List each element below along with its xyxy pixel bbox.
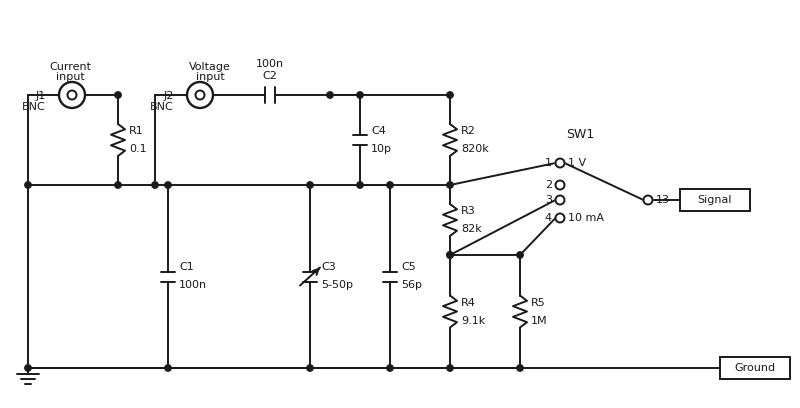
Circle shape [517, 365, 523, 371]
Text: input: input [56, 72, 84, 82]
Text: 0.1: 0.1 [129, 144, 146, 154]
Text: R1: R1 [129, 126, 144, 136]
Text: 100n: 100n [179, 281, 207, 290]
Circle shape [555, 213, 565, 222]
Circle shape [643, 195, 653, 204]
Circle shape [307, 182, 314, 188]
Text: C5: C5 [401, 262, 416, 273]
Text: C1: C1 [179, 262, 194, 273]
Text: Voltage: Voltage [189, 62, 231, 72]
Circle shape [187, 82, 213, 108]
Circle shape [152, 182, 158, 188]
Text: 1 V: 1 V [568, 158, 586, 168]
Circle shape [165, 182, 171, 188]
Circle shape [446, 365, 453, 371]
Text: BNC: BNC [22, 102, 46, 112]
Circle shape [387, 365, 394, 371]
Circle shape [115, 92, 122, 98]
Text: R4: R4 [461, 297, 476, 308]
Text: 820k: 820k [461, 144, 489, 154]
Text: 56p: 56p [401, 281, 422, 290]
Circle shape [25, 182, 31, 188]
Text: C3: C3 [321, 262, 336, 273]
FancyBboxPatch shape [680, 189, 750, 211]
Text: 3: 3 [545, 195, 552, 205]
Text: J1: J1 [36, 91, 46, 101]
Circle shape [357, 92, 363, 98]
Text: 1: 1 [545, 158, 552, 168]
Text: 10p: 10p [371, 144, 392, 154]
Text: C2: C2 [262, 71, 278, 81]
Circle shape [446, 252, 453, 258]
Circle shape [195, 91, 205, 100]
Text: Ground: Ground [734, 363, 775, 373]
Text: input: input [196, 72, 224, 82]
Circle shape [446, 92, 453, 98]
Text: 13: 13 [656, 195, 670, 205]
Circle shape [517, 252, 523, 258]
Circle shape [446, 182, 453, 188]
Text: 2: 2 [545, 180, 552, 190]
Text: C4: C4 [371, 126, 386, 136]
Circle shape [555, 195, 565, 204]
Circle shape [327, 92, 333, 98]
Text: J2: J2 [164, 91, 174, 101]
Text: BNC: BNC [150, 102, 174, 112]
Circle shape [446, 252, 453, 258]
FancyBboxPatch shape [720, 357, 790, 379]
Text: 5-50p: 5-50p [321, 281, 353, 290]
Text: 4: 4 [545, 213, 552, 223]
Circle shape [67, 91, 77, 100]
Text: R3: R3 [461, 206, 476, 216]
Text: R5: R5 [531, 297, 546, 308]
Circle shape [555, 158, 565, 168]
Text: 100n: 100n [256, 59, 284, 69]
Circle shape [387, 182, 394, 188]
Circle shape [25, 365, 31, 371]
Circle shape [555, 180, 565, 189]
Circle shape [165, 365, 171, 371]
Circle shape [115, 182, 122, 188]
Text: 9.1k: 9.1k [461, 315, 486, 326]
Text: 82k: 82k [461, 224, 482, 234]
Text: Current: Current [49, 62, 91, 72]
Text: SW1: SW1 [566, 129, 594, 142]
Circle shape [59, 82, 85, 108]
Text: Signal: Signal [698, 195, 732, 205]
Circle shape [307, 365, 314, 371]
Text: 1M: 1M [531, 315, 548, 326]
Circle shape [357, 182, 363, 188]
Text: 10 mA: 10 mA [568, 213, 604, 223]
Text: R2: R2 [461, 126, 476, 136]
